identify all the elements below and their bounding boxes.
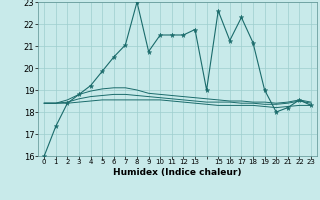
X-axis label: Humidex (Indice chaleur): Humidex (Indice chaleur) xyxy=(113,168,242,177)
